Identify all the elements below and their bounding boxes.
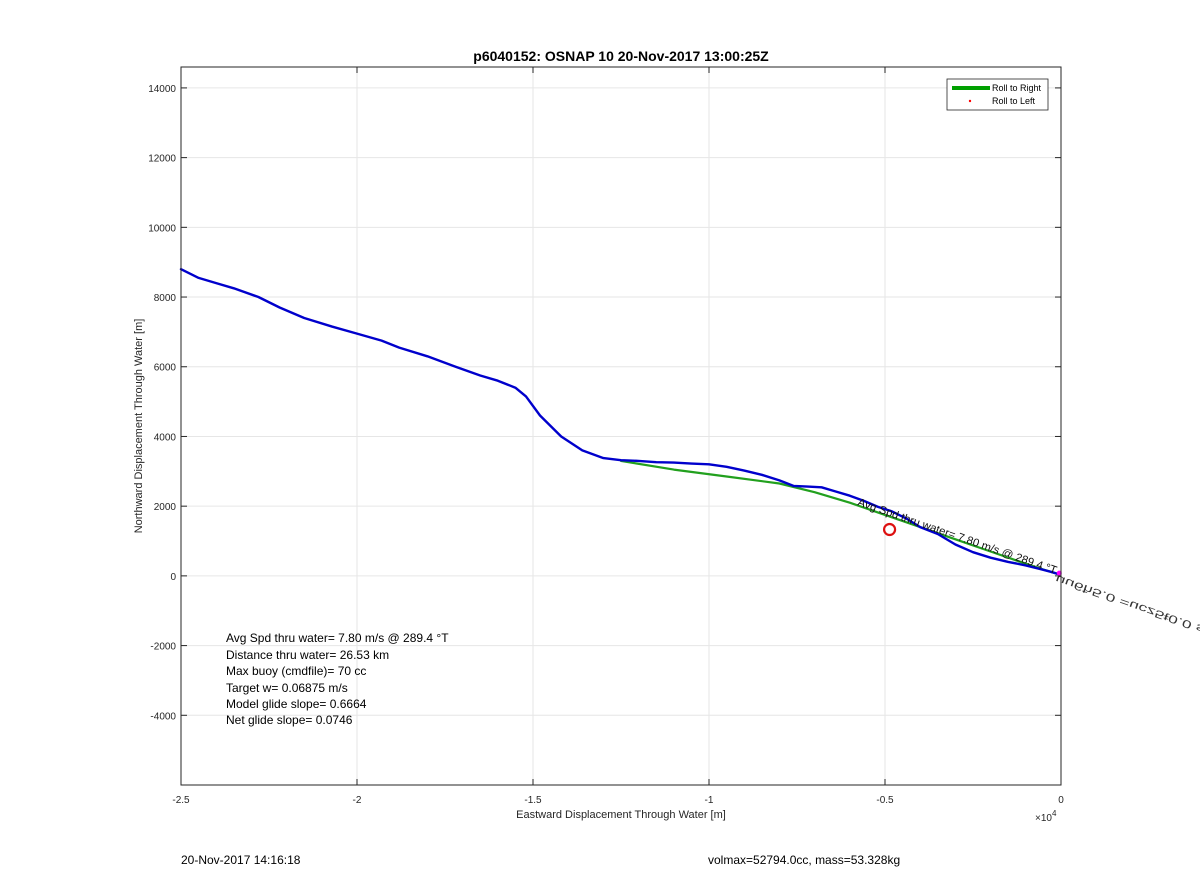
y-tick-label: -4000 [150, 711, 176, 722]
plot-area [181, 67, 1061, 785]
stat-model-glide-slope: Model glide slope= 0.6664 [226, 697, 367, 711]
legend-box [946, 78, 1049, 111]
y-tick-label: 0 [170, 572, 176, 583]
x-tick-label: -1.5 [524, 795, 542, 806]
stat-max-buoy: Max buoy (cmdfile)= 70 cc [226, 664, 366, 678]
overlap-text-mirrored: uu6ħ5.0 =ucz5ŧ0.0 s/uu ʃ̃ [1054, 572, 1200, 648]
legend-dot-roll-left [968, 99, 972, 103]
x-axis-label: Eastward Displacement Through Water [m] [516, 809, 726, 821]
x-tick-label: 0 [1058, 795, 1064, 806]
ticks: -2.5 -2 -1.5 -1 -0.5 0 -4000 -2000 0 2000 4000 6000… [148, 67, 1064, 806]
grid [180, 67, 1062, 785]
marker-red-circle [882, 522, 897, 537]
stat-net-glide-slope: Net glide slope= 0.0746 [226, 713, 353, 727]
axes-box [180, 66, 1062, 786]
footer-timestamp: 20-Nov-2017 14:16:18 [181, 853, 301, 867]
marker-end-dot [1056, 570, 1062, 576]
x-exponent-base: 10 [1041, 813, 1053, 824]
y-tick-label: 4000 [154, 432, 177, 443]
legend-label-roll-right: Roll to Right [992, 83, 1042, 93]
y-tick-label: 14000 [148, 84, 176, 95]
y-tick-label: 6000 [154, 363, 177, 374]
x-tick-label: -1 [705, 795, 714, 806]
x-tick-label: -2.5 [172, 795, 190, 806]
marker-layer [882, 522, 1062, 576]
series-layer [179, 268, 1059, 575]
legend: Roll to Right Roll to Left [946, 78, 1049, 111]
stat-avg-speed: Avg Spd thru water= 7.80 m/s @ 289.4 °T [226, 631, 449, 645]
y-tick-label: 8000 [154, 293, 177, 304]
y-tick-label: 12000 [148, 154, 176, 165]
y-axis-label: Northward Displacement Through Water [m] [133, 319, 145, 534]
stat-distance: Distance thru water= 26.53 km [226, 648, 389, 662]
y-tick-label: -2000 [150, 642, 176, 653]
footer-volmass: volmax=52794.0cc, mass=53.328kg [708, 853, 901, 867]
legend-label-roll-left: Roll to Left [992, 96, 1036, 106]
y-tick-label: 2000 [154, 502, 177, 513]
x-tick-label: -2 [353, 795, 362, 806]
chart-title: p6040152: OSNAP 10 20-Nov-2017 13:00:25Z [473, 48, 769, 64]
series-line-green [619, 459, 1059, 575]
stats-block: Avg Spd thru water= 7.80 m/s @ 289.4 °T … [226, 631, 449, 727]
x-exponent-prefix: × [1035, 813, 1041, 824]
x-tick-label: -0.5 [876, 795, 894, 806]
x-exponent-power: 4 [1052, 809, 1057, 818]
stat-target-w: Target w= 0.06875 m/s [226, 681, 348, 695]
y-tick-label: 10000 [148, 223, 176, 234]
x-exponent-label: ×104 [1035, 809, 1057, 824]
series-line-blue [179, 268, 1059, 575]
